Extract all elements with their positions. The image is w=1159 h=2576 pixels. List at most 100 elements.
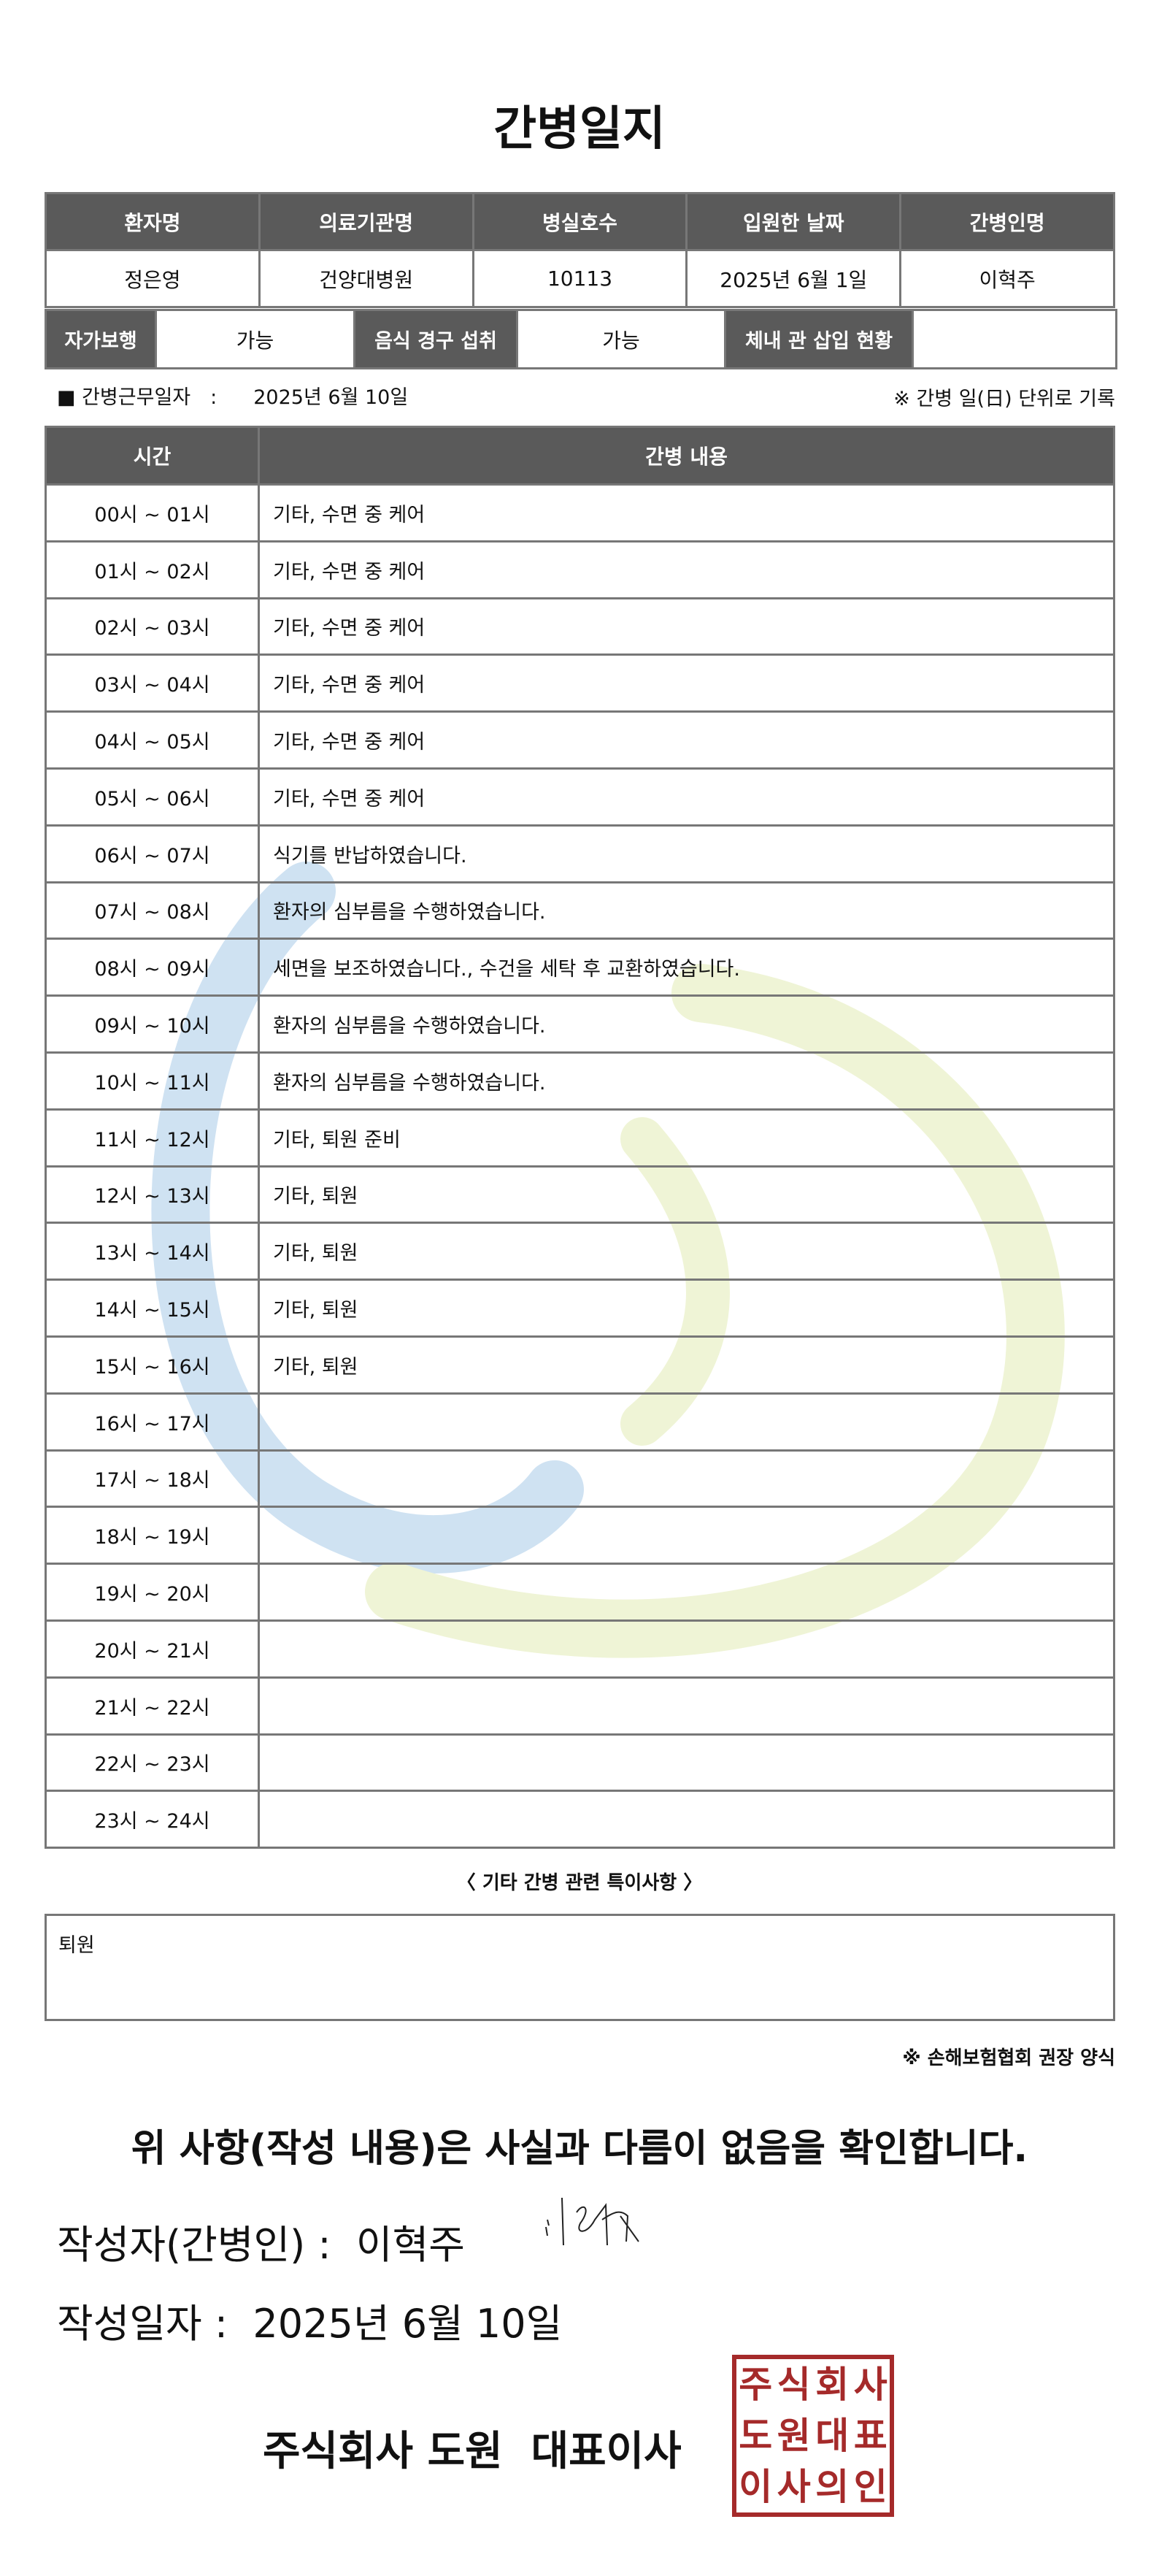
- writer-label: 작성자(간병인) :: [57, 2222, 331, 2268]
- tube-value: [912, 309, 1117, 369]
- log-row: 18시 ~ 19시: [45, 1506, 1115, 1565]
- seal-char: 의: [815, 2466, 850, 2508]
- log-time: 21시 ~ 22시: [45, 1676, 260, 1736]
- writer: 작성자(간병인) : 이혁주: [57, 2212, 465, 2270]
- log-row: 09시 ~ 10시 환자의 심부름을 수행하였습니다.: [45, 994, 1115, 1054]
- log-content: 식기를 반납하였습니다.: [258, 824, 1115, 883]
- log-content: 기타, 퇴원: [258, 1335, 1115, 1395]
- log-time: 23시 ~ 24시: [45, 1790, 260, 1849]
- hospital: 건양대병원: [258, 249, 474, 308]
- log-time: 00시 ~ 01시: [45, 483, 260, 543]
- log-content: 세면을 보조하였습니다., 수건을 세탁 후 교환하였습니다.: [258, 938, 1115, 997]
- writer-name: 이혁주: [355, 2222, 465, 2268]
- written-date-label: 작성일자 :: [57, 2301, 228, 2347]
- header-time: 시간: [45, 426, 260, 486]
- written-date: 작성일자 : 2025년 6월 10일: [57, 2291, 562, 2349]
- eat-value: 가능: [516, 309, 726, 369]
- log-row: 02시 ~ 03시 기타, 수면 중 케어: [45, 597, 1115, 656]
- seal-char: 주: [739, 2364, 773, 2406]
- seal-char: 사: [853, 2364, 887, 2406]
- log-content: 기타, 수면 중 케어: [258, 767, 1115, 827]
- log-row: 14시 ~ 15시 기타, 퇴원: [45, 1279, 1115, 1338]
- log-time: 07시 ~ 08시: [45, 881, 260, 940]
- log-time: 16시 ~ 17시: [45, 1392, 260, 1452]
- log-time: 15시 ~ 16시: [45, 1335, 260, 1395]
- log-time: 10시 ~ 11시: [45, 1051, 260, 1111]
- company-name: 주식회사 도원 대표이사: [263, 2428, 682, 2475]
- duty-date: ■ 간병근무일자 : 2025년 6월 10일: [57, 381, 408, 410]
- log-row: 22시 ~ 23시: [45, 1733, 1115, 1793]
- log-content: [258, 1563, 1115, 1622]
- log-content: 기타, 퇴원: [258, 1222, 1115, 1281]
- notes-box: 퇴원: [45, 1914, 1115, 2021]
- header-admission-date: 입원한 날짜: [685, 192, 902, 251]
- log-content: 기타, 수면 중 케어: [258, 653, 1115, 713]
- log-time: 22시 ~ 23시: [45, 1733, 260, 1793]
- log-row: 04시 ~ 05시 기타, 수면 중 케어: [45, 710, 1115, 770]
- walk-label: 자가보행: [45, 309, 157, 369]
- eat-label: 음식 경구 섭취: [353, 309, 518, 369]
- signature: [545, 2197, 639, 2246]
- log-row: 08시 ~ 09시 세면을 보조하였습니다., 수건을 세탁 후 교환하였습니다.: [45, 938, 1115, 997]
- header-caregiver: 간병인명: [899, 192, 1115, 251]
- log-time: 18시 ~ 19시: [45, 1506, 260, 1565]
- unit-note: ※ 간병 일(日) 단위로 기록: [893, 388, 1115, 410]
- walk-value: 가능: [155, 309, 355, 369]
- seal-char: 표: [853, 2415, 887, 2457]
- log-row: 12시 ~ 13시 기타, 퇴원: [45, 1165, 1115, 1224]
- log-row: 07시 ~ 08시 환자의 심부름을 수행하였습니다.: [45, 881, 1115, 940]
- confirmation-statement: 위 사항(작성 내용)은 사실과 다름이 없음을 확인합니다.: [131, 2127, 1028, 2171]
- log-content: [258, 1790, 1115, 1849]
- patient-status-table: 자가보행 가능 음식 경구 섭취 가능 체내 관 삽입 현황: [45, 309, 1117, 369]
- log-content: 기타, 퇴원 준비: [258, 1108, 1115, 1168]
- header-patient-name: 환자명: [45, 192, 261, 251]
- patient-name: 정은영: [45, 249, 261, 308]
- caregiver: 이혁주: [899, 249, 1115, 308]
- patient-info-table: 환자명 의료기관명 병실호수 입원한 날짜 간병인명 정은영 건양대병원 101…: [45, 192, 1115, 308]
- log-time: 11시 ~ 12시: [45, 1108, 260, 1168]
- seal-char: 사: [777, 2466, 811, 2508]
- seal-char: 도: [739, 2415, 773, 2457]
- written-date-value: 2025년 6월 10일: [253, 2301, 563, 2347]
- care-log-table: 시간 간병 내용 00시 ~ 01시 기타, 수면 중 케어 01시 ~ 02시 기타…: [45, 426, 1115, 1849]
- log-content: [258, 1733, 1115, 1793]
- log-row: 19시 ~ 20시: [45, 1563, 1115, 1622]
- log-time: 14시 ~ 15시: [45, 1279, 260, 1338]
- log-row: 11시 ~ 12시 기타, 퇴원 준비: [45, 1108, 1115, 1168]
- log-row: 03시 ~ 04시 기타, 수면 중 케어: [45, 653, 1115, 713]
- log-content: 기타, 수면 중 케어: [258, 483, 1115, 543]
- seal-char: 회: [815, 2364, 850, 2406]
- log-row: 17시 ~ 18시: [45, 1449, 1115, 1509]
- seal-char: 원: [777, 2415, 811, 2457]
- log-content: 기타, 수면 중 케어: [258, 710, 1115, 770]
- form-note: ※ 손해보험협회 권장 양식: [902, 2047, 1115, 2069]
- log-time: 06시 ~ 07시: [45, 824, 260, 883]
- log-time: 20시 ~ 21시: [45, 1619, 260, 1679]
- duty-label: ■ 간병근무일자 :: [57, 386, 217, 409]
- log-time: 05시 ~ 06시: [45, 767, 260, 827]
- seal-char: 식: [777, 2364, 811, 2406]
- seal-char: 이: [739, 2466, 773, 2508]
- header-content: 간병 내용: [258, 426, 1115, 486]
- log-time: 08시 ~ 09시: [45, 938, 260, 997]
- log-time: 19시 ~ 20시: [45, 1563, 260, 1622]
- seal-char: 인: [853, 2466, 887, 2508]
- log-time: 17시 ~ 18시: [45, 1449, 260, 1509]
- header-hospital: 의료기관명: [258, 192, 474, 251]
- tube-label: 체내 관 삽입 현황: [724, 309, 914, 369]
- log-time: 09시 ~ 10시: [45, 994, 260, 1054]
- log-content: [258, 1619, 1115, 1679]
- admission-date: 2025년 6월 1일: [685, 249, 902, 308]
- log-row: 20시 ~ 21시: [45, 1619, 1115, 1679]
- log-row: 13시 ~ 14시 기타, 퇴원: [45, 1222, 1115, 1281]
- log-time: 12시 ~ 13시: [45, 1165, 260, 1224]
- page-title: 간병일지: [493, 102, 666, 156]
- log-row: 06시 ~ 07시 식기를 반납하였습니다.: [45, 824, 1115, 883]
- log-row: 10시 ~ 11시 환자의 심부름을 수행하였습니다.: [45, 1051, 1115, 1111]
- header-room: 병실호수: [471, 192, 688, 251]
- log-content: 기타, 수면 중 케어: [258, 540, 1115, 599]
- log-content: 기타, 퇴원: [258, 1279, 1115, 1338]
- log-time: 02시 ~ 03시: [45, 597, 260, 656]
- notes-title: 〈 기타 간병 관련 특이사항 〉: [456, 1872, 703, 1894]
